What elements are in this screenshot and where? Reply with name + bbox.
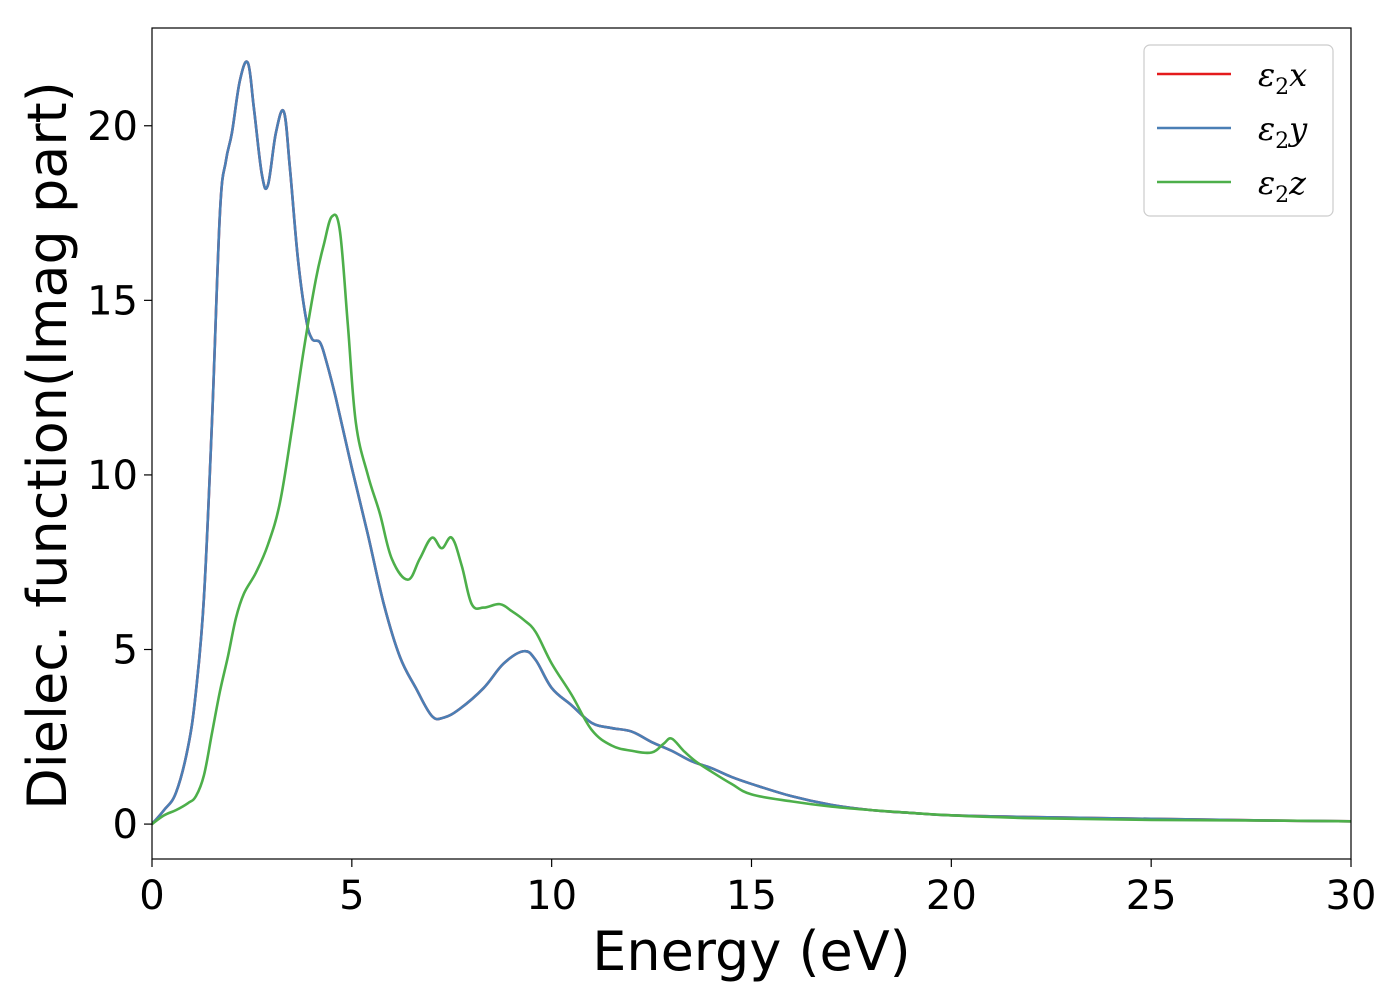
y-tick-label: 10 [87,453,138,499]
legend-label-y: ε2y [1258,110,1308,154]
x-tick-label: 25 [1126,873,1177,919]
x-tick-label: 5 [339,873,364,919]
legend: ε2x ε2y ε2z [1143,44,1334,217]
x-tick-label: 10 [526,873,577,919]
legend-box [1143,44,1334,217]
y-tick-label: 0 [113,802,138,848]
series-line-z [152,213,1351,826]
x-tick-label: 15 [726,873,777,919]
x-axis-title: Energy (eV) [592,920,911,983]
legend-label-x: ε2x [1258,56,1307,100]
x-tick-label: 30 [1326,873,1377,919]
x-tick-label: 0 [139,873,164,919]
x-tick-label: 20 [926,873,977,919]
ticks-layer: 0 5 10 15 20 25 30 0 5 10 15 20 [87,104,1376,919]
series-layer [152,60,1351,826]
y-tick-label: 5 [113,628,138,674]
y-tick-label: 20 [87,104,138,150]
series-line-y [152,60,1351,826]
y-axis-title: Dielec. function(Imag part) [16,81,79,810]
y-tick-label: 15 [87,278,138,324]
legend-label-z: ε2z [1258,164,1307,208]
